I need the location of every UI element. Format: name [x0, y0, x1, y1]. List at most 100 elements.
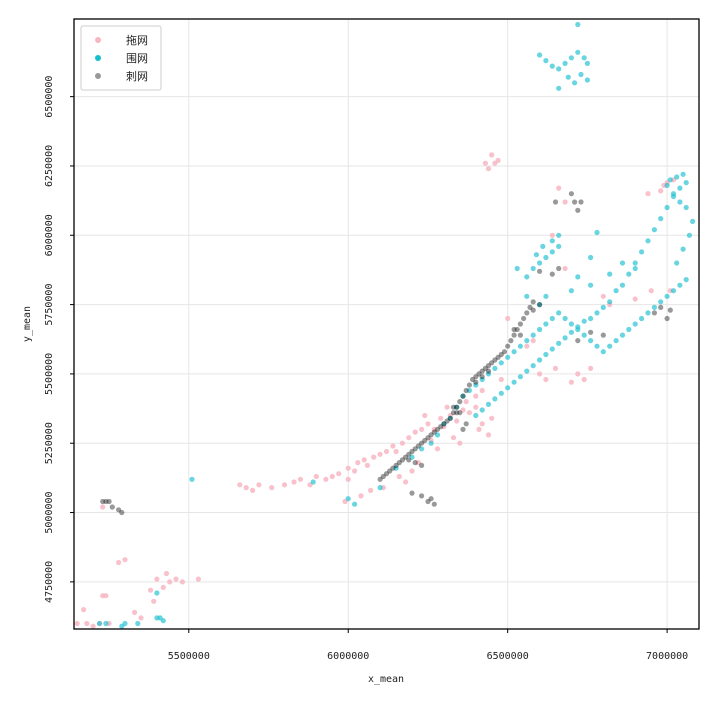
- data-point: [345, 476, 351, 482]
- data-point: [537, 260, 543, 266]
- data-point: [345, 465, 351, 471]
- data-point: [594, 343, 600, 349]
- legend-label-trawl: 拖网: [126, 33, 148, 47]
- data-point: [460, 407, 466, 413]
- data-point: [396, 473, 402, 480]
- data-point: [466, 387, 472, 394]
- data-point: [556, 66, 562, 72]
- data-point: [619, 332, 626, 338]
- data-point: [415, 443, 421, 449]
- data-point: [575, 274, 581, 280]
- data-point: [600, 304, 606, 310]
- data-point: [399, 457, 405, 463]
- data-point: [383, 471, 390, 477]
- data-point: [543, 321, 549, 327]
- data-point: [556, 265, 562, 272]
- data-point: [626, 271, 632, 277]
- data-point: [543, 376, 549, 383]
- y-tick-label: 5250000: [44, 422, 55, 464]
- data-point: [533, 252, 540, 258]
- data-point: [600, 332, 606, 338]
- data-point: [425, 435, 431, 441]
- data-point: [492, 365, 498, 371]
- data-point: [524, 293, 530, 299]
- data-point: [457, 399, 463, 405]
- data-point: [639, 315, 645, 322]
- data-point: [664, 204, 670, 211]
- data-point: [90, 623, 96, 629]
- data-point: [444, 418, 450, 424]
- data-point: [81, 607, 87, 613]
- data-point: [498, 360, 504, 366]
- legend-marker-gillnet: [95, 73, 101, 79]
- data-point: [473, 404, 479, 410]
- data-point: [667, 307, 673, 313]
- data-point: [568, 288, 575, 294]
- data-point: [556, 243, 562, 249]
- data-point: [441, 421, 447, 427]
- data-point: [393, 465, 399, 471]
- data-point: [473, 382, 479, 388]
- x-tick-label: 6500000: [487, 651, 529, 662]
- data-point: [419, 440, 425, 446]
- data-point: [645, 238, 651, 244]
- data-point: [613, 288, 619, 294]
- data-point: [380, 473, 386, 480]
- series-2: [100, 191, 673, 516]
- data-point: [431, 429, 437, 435]
- data-point: [588, 329, 594, 335]
- data-point: [537, 302, 543, 308]
- data-point: [457, 440, 463, 446]
- data-point: [690, 218, 696, 224]
- y-tick-label: 5000000: [44, 491, 55, 533]
- data-point: [167, 579, 173, 585]
- data-point: [530, 265, 536, 272]
- data-point: [179, 579, 185, 585]
- data-point: [651, 227, 658, 233]
- data-point: [664, 293, 670, 299]
- data-point: [419, 446, 425, 452]
- data-point: [390, 443, 396, 449]
- data-point: [441, 421, 447, 427]
- data-point: [103, 498, 109, 505]
- x-tick-label: 6000000: [327, 651, 369, 662]
- data-point: [109, 504, 115, 510]
- data-point: [160, 618, 166, 624]
- x-tick-label: 7000000: [646, 651, 688, 662]
- data-point: [674, 174, 680, 180]
- data-point: [364, 462, 370, 468]
- x-tick-label: 5500000: [168, 651, 210, 662]
- data-point: [396, 460, 402, 466]
- data-point: [383, 448, 390, 455]
- data-point: [189, 476, 195, 482]
- data-points: [74, 21, 696, 629]
- data-point: [431, 501, 437, 507]
- data-point: [505, 343, 511, 349]
- data-point: [584, 77, 591, 83]
- data-point: [556, 232, 562, 238]
- data-point: [345, 496, 351, 502]
- data-point: [415, 460, 421, 466]
- data-point: [479, 407, 485, 413]
- data-point: [447, 415, 453, 421]
- data-point: [565, 74, 571, 80]
- data-point: [428, 496, 434, 502]
- data-point: [313, 473, 319, 480]
- data-point: [575, 324, 581, 330]
- data-point: [447, 415, 453, 421]
- data-point: [549, 346, 555, 352]
- data-point: [498, 390, 504, 396]
- data-point: [291, 479, 297, 485]
- data-point: [568, 191, 575, 197]
- data-point: [492, 357, 498, 363]
- data-point: [377, 485, 383, 491]
- data-point: [568, 329, 575, 335]
- data-point: [479, 376, 485, 383]
- data-point: [377, 451, 383, 457]
- data-point: [543, 293, 549, 299]
- data-point: [562, 60, 568, 66]
- data-point: [122, 557, 128, 563]
- data-point: [444, 404, 450, 410]
- data-point: [639, 249, 645, 255]
- data-point: [658, 299, 664, 305]
